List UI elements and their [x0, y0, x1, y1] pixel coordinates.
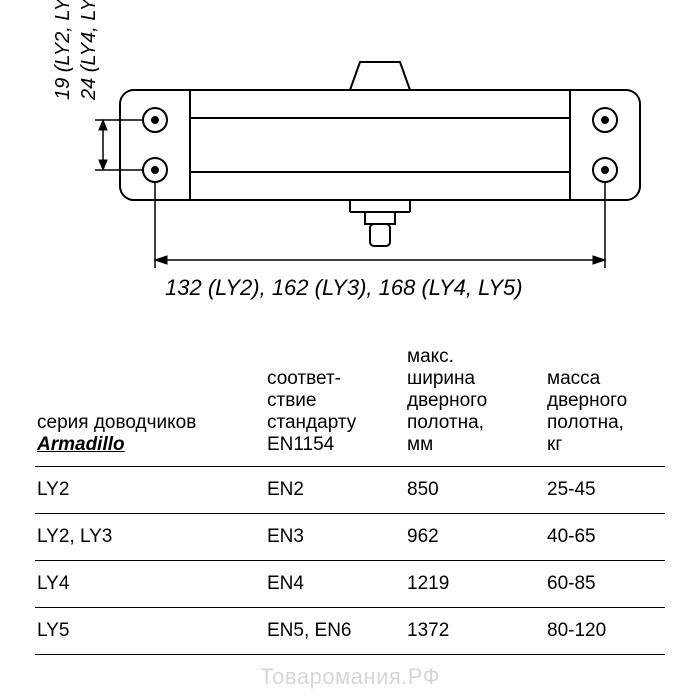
col-standard: соответ- ствие стандарту EN1154	[265, 340, 405, 467]
cell-width: 850	[405, 467, 545, 514]
table-row: LY2, LY3 EN3 962 40-65	[35, 514, 665, 561]
series-line1: серия доводчиков	[37, 412, 259, 434]
cell-std: EN3	[265, 514, 405, 561]
closer-diagram-svg	[0, 0, 700, 320]
col-series: серия доводчиков Armadillo	[35, 340, 265, 467]
col-width: макс. ширина дверного полотна, мм	[405, 340, 545, 467]
cell-series: LY2	[35, 467, 265, 514]
cell-std: EN5, EN6	[265, 608, 405, 655]
table-row: LY5 EN5, EN6 1372 80-120	[35, 608, 665, 655]
cell-width: 1219	[405, 561, 545, 608]
technical-drawing: 19 (LY2, LY3) 24 (LY4, LY5) 132 (LY2), 1…	[0, 0, 700, 320]
horizontal-dim-label: 132 (LY2), 162 (LY3), 168 (LY4, LY5)	[165, 275, 523, 301]
cell-width: 962	[405, 514, 545, 561]
table-row: LY2 EN2 850 25-45	[35, 467, 665, 514]
cell-series: LY5	[35, 608, 265, 655]
cell-width: 1372	[405, 608, 545, 655]
specs-table-el: серия доводчиков Armadillo соответ- стви…	[35, 340, 665, 655]
table-row: LY4 EN4 1219 60-85	[35, 561, 665, 608]
spec-table: серия доводчиков Armadillo соответ- стви…	[35, 340, 665, 655]
table-header-row: серия доводчиков Armadillo соответ- стви…	[35, 340, 665, 467]
series-line2: Armadillo	[37, 434, 259, 456]
vertical-dim-label-1: 19 (LY2, LY3)	[52, 0, 75, 100]
col-mass: масса дверного полотна, кг	[545, 340, 665, 467]
cell-mass: 60-85	[545, 561, 665, 608]
cell-mass: 25-45	[545, 467, 665, 514]
watermark-text: Товаромания.РФ	[0, 664, 700, 690]
cell-mass: 40-65	[545, 514, 665, 561]
vertical-dim-label-2: 24 (LY4, LY5)	[78, 0, 101, 100]
cell-std: EN2	[265, 467, 405, 514]
cell-series: LY2, LY3	[35, 514, 265, 561]
cell-series: LY4	[35, 561, 265, 608]
cell-mass: 80-120	[545, 608, 665, 655]
cell-std: EN4	[265, 561, 405, 608]
